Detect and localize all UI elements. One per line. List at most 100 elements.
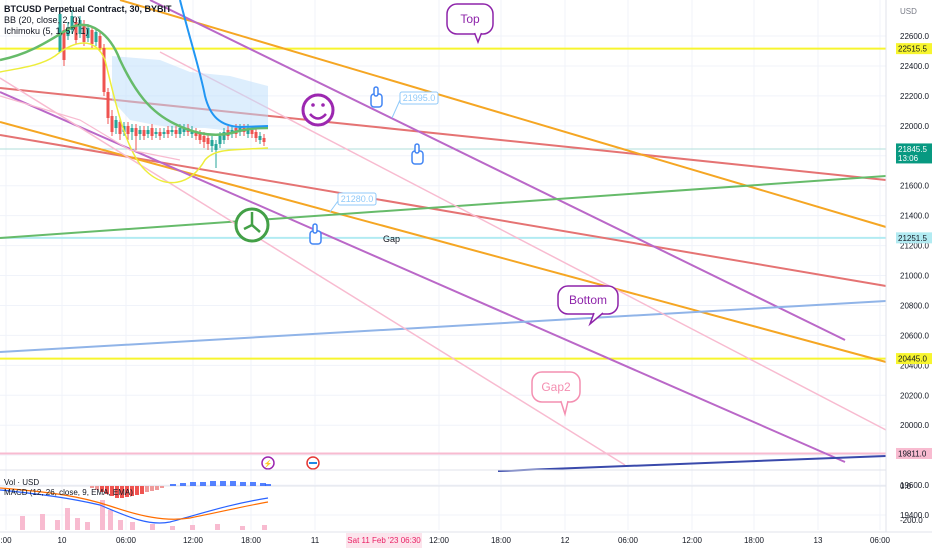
candle-body bbox=[118, 122, 122, 134]
indicator-lines bbox=[0, 0, 269, 184]
trend-line bbox=[0, 134, 887, 287]
macd-histogram-bar bbox=[190, 482, 196, 486]
candle-body bbox=[182, 128, 186, 132]
top-callout-tail bbox=[473, 32, 483, 45]
price-note-21280-box bbox=[337, 192, 377, 206]
volume-bar bbox=[65, 508, 70, 530]
bottom-callout-tail bbox=[588, 312, 604, 327]
price-tick-label: 21000.0 bbox=[900, 272, 929, 281]
hand-pointer-icon bbox=[370, 86, 383, 108]
price-marker-label: 21251.5 bbox=[898, 234, 927, 243]
clock-hand bbox=[251, 224, 261, 233]
price-tick-label: 20600.0 bbox=[900, 331, 929, 340]
volume-bar bbox=[20, 516, 25, 530]
candle-body bbox=[70, 16, 74, 30]
gap-label: Gap bbox=[383, 234, 400, 244]
time-axis-bg bbox=[0, 532, 932, 550]
bollinger-upper-line bbox=[179, 0, 269, 129]
candle-body bbox=[246, 128, 250, 134]
candle-body bbox=[114, 120, 118, 128]
smiley-face bbox=[301, 93, 335, 127]
trend-line bbox=[149, 0, 846, 341]
macd-histogram-bar bbox=[135, 486, 139, 495]
candle-body bbox=[170, 130, 174, 132]
gap2-callout[interactable]: Gap2 bbox=[531, 371, 581, 417]
ichimoku-cloud bbox=[112, 56, 268, 132]
volume-indicator-label[interactable]: Vol · USD bbox=[4, 478, 40, 487]
candle-body bbox=[262, 138, 266, 142]
price-tick-label: 20400.0 bbox=[900, 361, 929, 370]
price-axis[interactable]: USD22600.022400.022200.022000.021800.021… bbox=[885, 0, 932, 532]
cloud-area bbox=[112, 56, 268, 132]
smiley-eye bbox=[321, 103, 325, 107]
bottom-callout-box bbox=[557, 285, 619, 315]
drawing-annotations[interactable]: Top Bottom Gap2 Gap 21995.0 21280.0 ⚡ bbox=[234, 3, 619, 470]
candle-body bbox=[214, 144, 218, 150]
macd-tick-label: -200.0 bbox=[900, 516, 923, 525]
bb-indicator-label[interactable]: BB (20, close, 2, 0) bbox=[4, 15, 81, 25]
macd-histogram-bar bbox=[200, 482, 206, 486]
macd-histogram-bar bbox=[100, 486, 104, 492]
price-marker-countdown: 13:06 bbox=[898, 154, 919, 163]
candle-body bbox=[94, 32, 98, 42]
price-note-21995[interactable]: 21995.0 bbox=[391, 91, 439, 119]
hand-pointer-icon-finger bbox=[312, 223, 318, 234]
macd-signal-line bbox=[0, 487, 269, 520]
time-tick-label: 12:00 bbox=[682, 536, 703, 545]
macd-histogram-bar bbox=[130, 486, 134, 496]
time-tick-label: 11 bbox=[311, 536, 320, 545]
price-tick-label: 20000.0 bbox=[900, 421, 929, 430]
clock-icon bbox=[234, 207, 270, 243]
volume-bar bbox=[150, 524, 155, 530]
volume-bar bbox=[75, 518, 80, 530]
macd-histogram-bar bbox=[230, 481, 236, 486]
price-note-21280[interactable]: 21280.0 bbox=[329, 192, 377, 213]
candle-body bbox=[138, 130, 142, 134]
candle-body bbox=[130, 128, 134, 132]
volume-bar bbox=[100, 500, 105, 530]
time-tick-label: 06:00 bbox=[618, 536, 639, 545]
ichimoku-indicator-label[interactable]: Ichimoku (5, 1, 57, 1) bbox=[4, 26, 89, 36]
candle-body bbox=[258, 136, 262, 140]
candle-body bbox=[106, 92, 110, 118]
price-tick-label: 19600.0 bbox=[900, 481, 929, 490]
macd-histogram-bar bbox=[170, 484, 176, 486]
horizontal-levels bbox=[0, 47, 886, 455]
macd-histogram-bar bbox=[125, 486, 129, 497]
candle-body bbox=[74, 22, 78, 40]
macd-histogram-bar bbox=[160, 486, 164, 488]
symbol-title[interactable]: BTCUSD Perpetual Contract, 30, BYBIT bbox=[4, 4, 172, 14]
price-tick-label: 20200.0 bbox=[900, 391, 929, 400]
time-axis[interactable]: :00 10 06:00 12:00 18:00 11 12:00 18:00 12 06:00 1… bbox=[0, 531, 932, 550]
volume-bar bbox=[130, 522, 135, 530]
volume-bar bbox=[190, 525, 195, 530]
candle-body bbox=[158, 132, 162, 136]
macd-histogram-bar bbox=[90, 486, 94, 488]
volume-bar bbox=[108, 510, 113, 530]
bollinger-basis-line bbox=[0, 23, 269, 136]
time-tick-label: 12 bbox=[561, 536, 570, 545]
price-note-21280-text: 21280.0 bbox=[341, 194, 374, 204]
chart-legend: BTCUSD Perpetual Contract, 30, BYBIT BB … bbox=[4, 4, 172, 37]
macd-histogram-bar bbox=[115, 486, 119, 498]
candle-body bbox=[62, 30, 66, 60]
macd-histogram-bar bbox=[210, 481, 216, 486]
macd-histogram-bar bbox=[140, 486, 144, 494]
top-callout[interactable]: Top bbox=[446, 3, 494, 45]
macd-pane bbox=[0, 469, 886, 530]
hand-pointer-icon bbox=[309, 223, 322, 245]
macd-histogram-bar bbox=[250, 482, 256, 486]
gap2-callout-box bbox=[531, 371, 581, 403]
volume-bar bbox=[170, 526, 175, 530]
macd-histogram-bar bbox=[155, 486, 159, 490]
volume-bar bbox=[85, 522, 90, 530]
cursor-time-bg bbox=[346, 533, 422, 548]
volume-bar bbox=[240, 526, 245, 530]
price-note-21995-text: 21995.0 bbox=[403, 93, 436, 103]
macd-indicator-label[interactable]: MACD (12, 26, close, 9, EMA, EMA) bbox=[4, 488, 133, 497]
bottom-callout[interactable]: Bottom bbox=[557, 285, 619, 327]
candle-body bbox=[194, 132, 198, 136]
macd-histogram-bar bbox=[120, 486, 124, 498]
